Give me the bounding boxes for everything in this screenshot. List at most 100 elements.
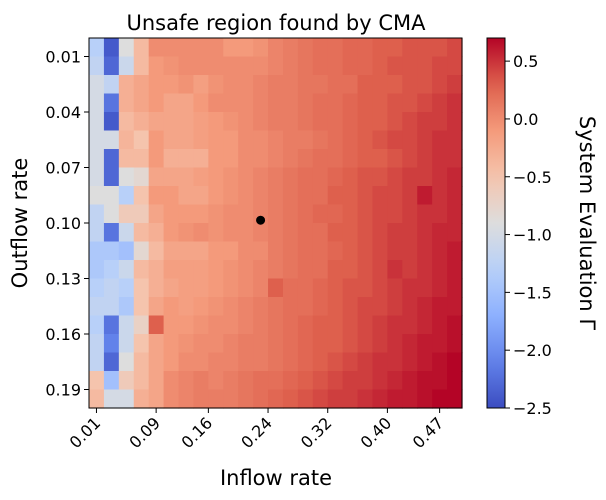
heatmap-cell	[148, 93, 165, 113]
heatmap-cell	[357, 93, 374, 113]
heatmap-cell	[208, 75, 224, 95]
heatmap-cell	[387, 93, 403, 113]
heatmap-cell	[208, 93, 224, 113]
heatmap-cell	[268, 130, 284, 150]
heatmap-cell	[297, 149, 314, 169]
heatmap-cell	[387, 352, 403, 372]
heatmap-cell	[253, 149, 269, 169]
y-tick-label: 0.07	[45, 159, 81, 178]
heatmap-cell	[357, 130, 374, 150]
heatmap-cell	[238, 204, 254, 224]
heatmap-cell	[282, 167, 299, 187]
heatmap-cell	[89, 352, 105, 372]
heatmap-cell	[223, 241, 239, 261]
heatmap-cell	[253, 334, 269, 354]
heatmap-cell	[193, 260, 209, 280]
y-tick-label: 0.01	[45, 48, 81, 67]
heatmap-cell	[223, 204, 239, 224]
heatmap-cell	[118, 297, 135, 317]
heatmap-cell	[103, 260, 120, 280]
heatmap-cell	[133, 204, 150, 224]
heatmap-cell	[238, 149, 254, 169]
heatmap-cell	[327, 93, 344, 113]
heatmap-cell	[133, 371, 150, 391]
heatmap-cell	[357, 56, 374, 76]
heatmap-cell	[89, 75, 105, 95]
heatmap-cell	[193, 56, 209, 76]
heatmap-cell	[447, 167, 463, 187]
heatmap-cell	[103, 334, 120, 354]
heatmap-cell	[178, 315, 195, 335]
heatmap-cell	[178, 75, 195, 95]
heatmap-cell	[417, 149, 433, 169]
heatmap-cell	[372, 112, 388, 132]
colorbar-label: System Evaluation Γ	[575, 116, 599, 330]
heatmap-cell	[89, 167, 105, 187]
heatmap-cell	[372, 297, 388, 317]
heatmap-cell	[312, 334, 329, 354]
heatmap-cell	[432, 75, 448, 95]
heatmap-cell	[178, 93, 195, 113]
heatmap-cell	[282, 75, 299, 95]
heatmap-cell	[297, 223, 314, 243]
heatmap-cell	[163, 315, 180, 335]
heatmap-cell	[447, 260, 463, 280]
heatmap-cell	[148, 334, 165, 354]
colorbar-tick-label: −2.5	[513, 399, 552, 418]
heatmap-cell	[208, 167, 224, 187]
heatmap-cell	[253, 167, 269, 187]
x-tick-label: 0.47	[409, 413, 448, 452]
heatmap-cell	[133, 297, 150, 317]
heatmap-cell	[297, 278, 314, 298]
heatmap-cell	[148, 38, 165, 58]
heatmap-cell	[372, 278, 388, 298]
heatmap-cell	[238, 223, 254, 243]
heatmap-cell	[327, 371, 344, 391]
heatmap-cell	[342, 149, 359, 169]
heatmap-cell	[282, 130, 299, 150]
heatmap-cell	[163, 297, 180, 317]
heatmap-cell	[238, 186, 254, 206]
heatmap-cell	[327, 334, 344, 354]
heatmap-cell	[402, 75, 418, 95]
heatmap-cell	[178, 334, 195, 354]
heatmap-cell	[417, 75, 433, 95]
heatmap-cell	[312, 278, 329, 298]
heatmap-cell	[103, 56, 120, 76]
heatmap-cell	[223, 38, 239, 58]
heatmap-cell	[297, 371, 314, 391]
heatmap-cell	[297, 130, 314, 150]
y-tick-label: 0.16	[45, 325, 81, 344]
heatmap-cell	[297, 260, 314, 280]
heatmap-cell	[417, 297, 433, 317]
heatmap-cell	[342, 389, 359, 409]
heatmap-cell	[417, 352, 433, 372]
heatmap-cell	[133, 352, 150, 372]
heatmap-cell	[268, 315, 284, 335]
heatmap-cell	[327, 56, 344, 76]
heatmap-cell	[268, 334, 284, 354]
heatmap-cell	[327, 75, 344, 95]
heatmap-cell	[342, 167, 359, 187]
heatmap-cell	[253, 75, 269, 95]
heatmap-cell	[193, 38, 209, 58]
heatmap-cell	[327, 297, 344, 317]
heatmap-cell	[297, 38, 314, 58]
heatmap-cell	[268, 223, 284, 243]
heatmap-cell	[133, 334, 150, 354]
heatmap-cell	[193, 186, 209, 206]
colorbar-tick-label: −0.5	[513, 168, 552, 187]
heatmap-cell	[253, 352, 269, 372]
heatmap-cell	[268, 93, 284, 113]
heatmap-cell	[238, 260, 254, 280]
heatmap-cell	[372, 371, 388, 391]
heatmap-cell	[178, 241, 195, 261]
heatmap-cell	[268, 278, 284, 298]
heatmap-cell	[357, 75, 374, 95]
heatmap-cell	[193, 167, 209, 187]
heatmap-cell	[178, 186, 195, 206]
heatmap-cell	[178, 167, 195, 187]
heatmap-cell	[357, 315, 374, 335]
heatmap-cell	[148, 204, 165, 224]
heatmap-cell	[268, 297, 284, 317]
